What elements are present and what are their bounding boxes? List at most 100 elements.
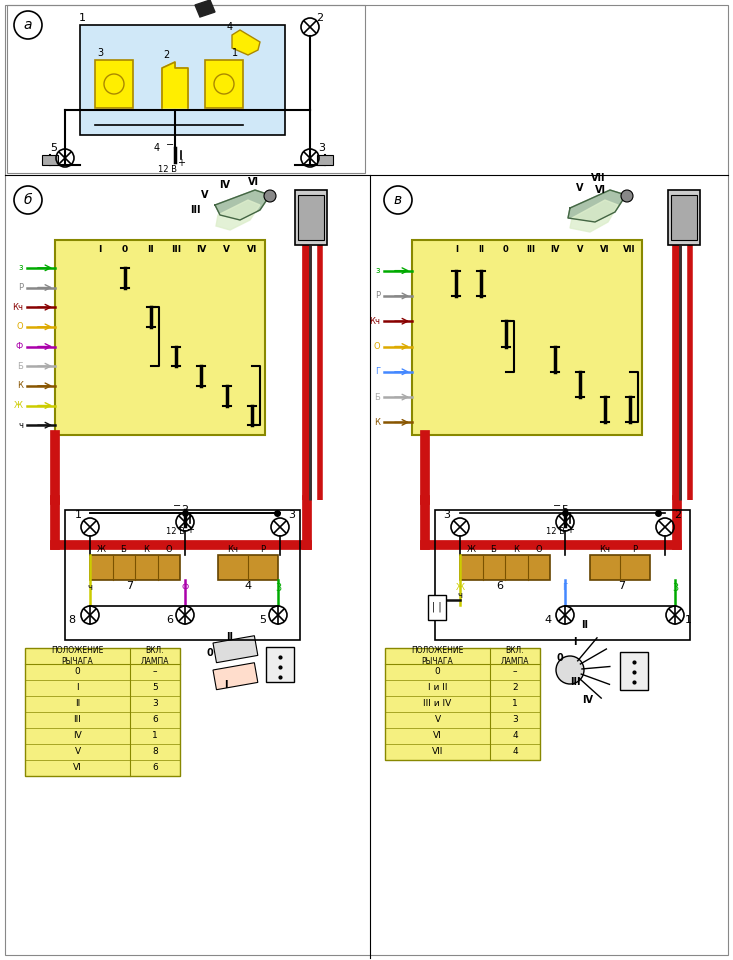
- Bar: [55, 240, 265, 435]
- Text: +: +: [177, 158, 185, 168]
- Bar: [412, 240, 642, 435]
- Text: −: −: [173, 501, 181, 511]
- Bar: [218, 555, 278, 580]
- Text: Ж: Ж: [14, 401, 23, 410]
- Text: 4: 4: [512, 732, 517, 740]
- Text: ч: ч: [18, 420, 23, 430]
- Text: 6: 6: [166, 615, 174, 625]
- Bar: [266, 647, 294, 682]
- Text: IV: IV: [583, 695, 594, 705]
- Text: 1: 1: [232, 48, 238, 58]
- Text: V: V: [576, 183, 583, 193]
- Text: VI: VI: [247, 246, 257, 254]
- Text: Г: Г: [562, 584, 567, 592]
- Text: IV: IV: [196, 246, 207, 254]
- Polygon shape: [216, 200, 260, 230]
- Text: Кч: Кч: [369, 317, 380, 325]
- Circle shape: [621, 190, 633, 202]
- Text: 0: 0: [556, 653, 564, 663]
- Text: Р: Р: [18, 283, 23, 292]
- Text: VI: VI: [73, 763, 82, 773]
- Text: III: III: [570, 677, 581, 687]
- Polygon shape: [215, 190, 270, 220]
- Text: IV: IV: [219, 180, 230, 190]
- Text: II: II: [226, 632, 234, 642]
- Bar: [317, 155, 333, 165]
- Text: 0: 0: [75, 667, 81, 677]
- Text: Б: Б: [374, 393, 380, 401]
- Text: Р: Р: [633, 545, 638, 555]
- Text: II: II: [75, 700, 80, 708]
- Text: V: V: [224, 246, 230, 254]
- Bar: [80, 25, 285, 135]
- Text: 3: 3: [512, 715, 518, 725]
- Text: К: К: [374, 418, 380, 427]
- Text: IV: IV: [550, 246, 560, 254]
- Text: 0: 0: [207, 648, 213, 658]
- Text: Кч: Кч: [600, 545, 611, 555]
- Text: I: I: [455, 246, 458, 254]
- Circle shape: [384, 186, 412, 214]
- Circle shape: [264, 190, 276, 202]
- Text: ВКЛ.
ЛАМПА: ВКЛ. ЛАМПА: [141, 646, 169, 665]
- Text: –: –: [513, 667, 517, 677]
- Text: Кч: Кч: [227, 545, 238, 555]
- Text: –: –: [152, 667, 158, 677]
- Text: Г: Г: [375, 368, 380, 376]
- Text: 12 B: 12 B: [545, 527, 564, 537]
- Bar: [295, 190, 327, 245]
- Text: II: II: [478, 246, 484, 254]
- Text: 1: 1: [512, 700, 518, 708]
- Text: VI: VI: [594, 185, 605, 195]
- Text: 2: 2: [317, 13, 323, 23]
- Text: ПОЛОЖЕНИЕ
РЫЧАГА: ПОЛОЖЕНИЕ РЫЧАГА: [411, 646, 464, 665]
- Text: 6: 6: [152, 715, 158, 725]
- Circle shape: [14, 186, 42, 214]
- Bar: [428, 595, 446, 620]
- Bar: [42, 155, 58, 165]
- Text: I: I: [76, 684, 79, 692]
- Text: III: III: [171, 246, 181, 254]
- Bar: [213, 662, 258, 689]
- Text: Ж: Ж: [455, 584, 465, 592]
- Text: Р: Р: [260, 545, 265, 555]
- Text: −: −: [166, 140, 174, 150]
- Bar: [95, 60, 133, 108]
- Text: 7: 7: [619, 581, 625, 591]
- Text: II: II: [147, 246, 154, 254]
- Text: а: а: [23, 18, 32, 32]
- Bar: [671, 195, 697, 240]
- Text: Ф: Ф: [181, 584, 188, 592]
- Text: +: +: [566, 525, 574, 535]
- Bar: [205, 60, 243, 108]
- Text: 3: 3: [152, 700, 158, 708]
- Text: Б: Б: [120, 545, 126, 555]
- Text: Ж: Ж: [97, 545, 106, 555]
- Text: 4: 4: [154, 143, 160, 153]
- Text: ВКЛ.
ЛАМПА: ВКЛ. ЛАМПА: [501, 646, 529, 665]
- Text: III и IV: III и IV: [424, 700, 452, 708]
- Bar: [385, 648, 540, 760]
- Text: в: в: [394, 193, 402, 207]
- Text: VII: VII: [591, 173, 605, 183]
- Text: 7: 7: [126, 581, 133, 591]
- Text: К: К: [143, 545, 149, 555]
- Text: 12 B: 12 B: [166, 527, 185, 537]
- Bar: [298, 195, 324, 240]
- Bar: [668, 190, 700, 245]
- Text: 3: 3: [319, 143, 325, 153]
- Text: 4: 4: [545, 615, 551, 625]
- Text: Б: Б: [17, 362, 23, 371]
- Text: VI: VI: [433, 732, 442, 740]
- Text: 0: 0: [435, 667, 441, 677]
- Text: Ж: Ж: [466, 545, 476, 555]
- Text: К: К: [513, 545, 519, 555]
- Circle shape: [214, 74, 234, 94]
- Text: | |: | |: [432, 602, 442, 612]
- Text: I: I: [573, 637, 577, 647]
- Text: 3: 3: [443, 510, 451, 520]
- Bar: [90, 555, 180, 580]
- Text: ПОЛОЖЕНИЕ
РЫЧАГА: ПОЛОЖЕНИЕ РЫЧАГА: [51, 646, 103, 665]
- Bar: [7, 5, 365, 173]
- Text: V: V: [202, 190, 209, 200]
